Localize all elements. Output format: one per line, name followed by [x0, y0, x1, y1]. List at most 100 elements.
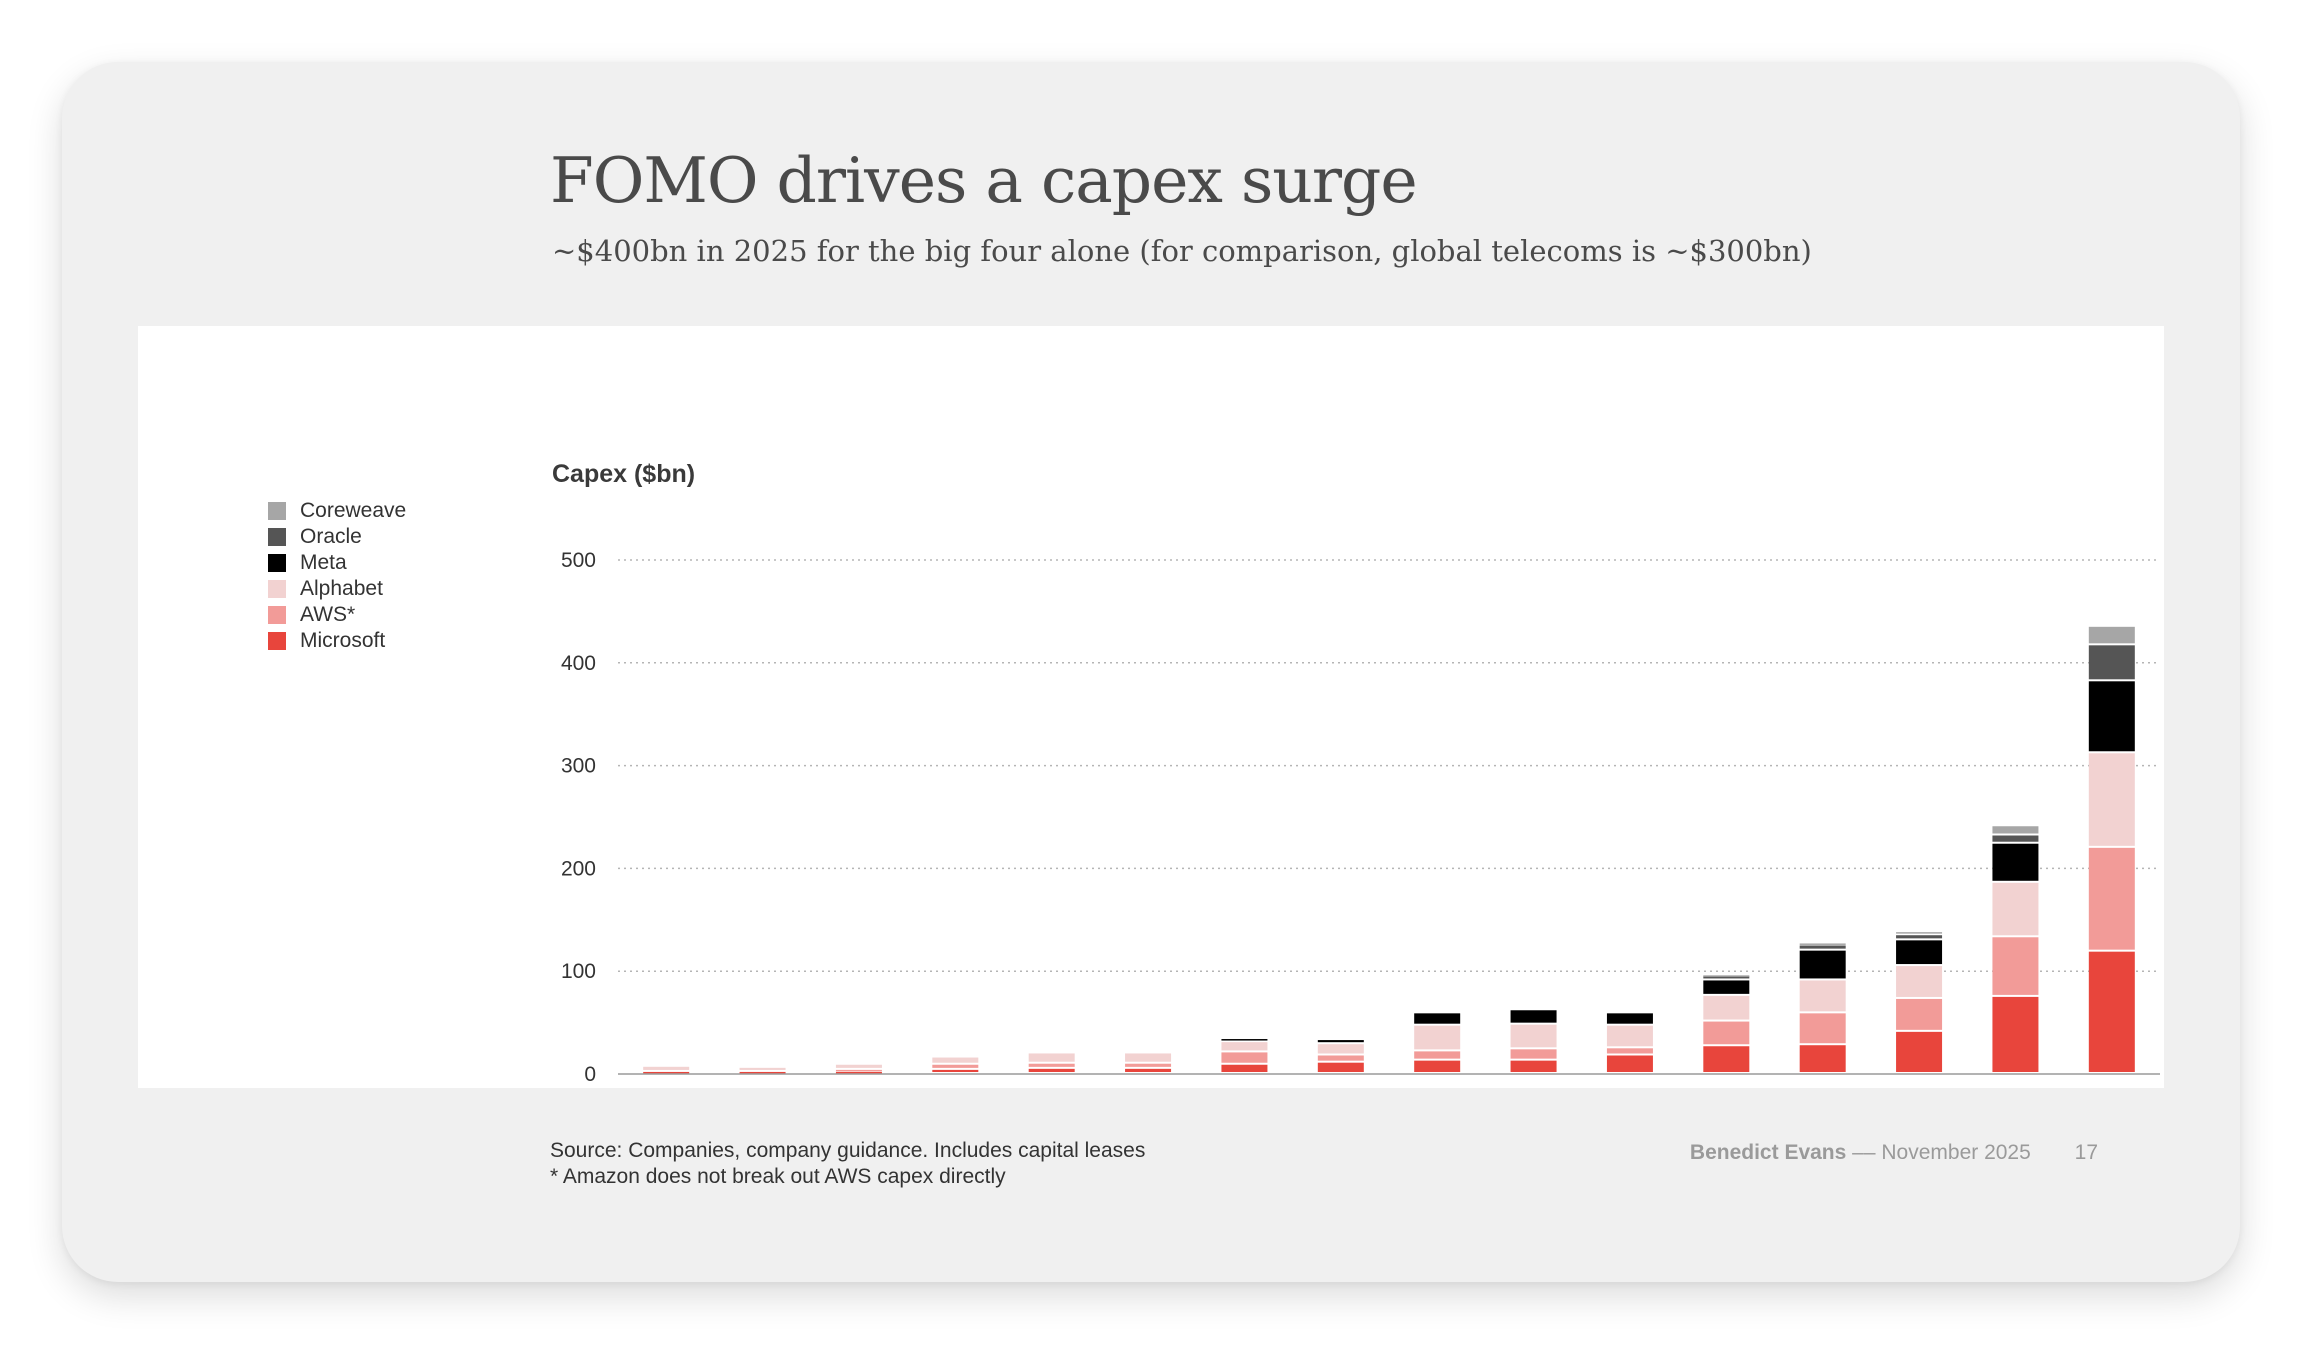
bar-segment — [1992, 826, 2039, 834]
y-tick-label: 200 — [561, 857, 596, 880]
bar-segment — [1414, 1025, 1461, 1050]
bar-segment — [1414, 1060, 1461, 1072]
bar-segment — [1221, 1052, 1268, 1063]
bar-segment — [643, 1066, 690, 1070]
bar-segment — [1896, 935, 1943, 939]
bar-segment — [1992, 996, 2039, 1072]
y-axis-label: Capex ($bn) — [552, 460, 696, 488]
legend-item: Alphabet — [268, 576, 406, 602]
legend-swatch — [268, 554, 286, 572]
bar-segment — [1414, 1051, 1461, 1059]
legend-swatch — [268, 502, 286, 520]
bar-segment — [2088, 681, 2135, 752]
bar-segment — [1992, 835, 2039, 842]
legend-swatch — [268, 632, 286, 650]
bar-segment — [1414, 1013, 1461, 1024]
aws-footnote: * Amazon does not break out AWS capex di… — [550, 1165, 1006, 1188]
legend-label: Alphabet — [300, 577, 383, 600]
legend-item: Coreweave — [268, 498, 406, 524]
bar-segment — [835, 1064, 882, 1068]
legend-item: Meta — [268, 550, 406, 576]
bar-segment — [1606, 1013, 1653, 1024]
bar-segment — [932, 1057, 979, 1063]
bar-segment — [1703, 975, 1750, 977]
bar-segment — [1799, 950, 1846, 979]
bar-segment — [1028, 1063, 1075, 1067]
legend-swatch — [268, 580, 286, 598]
bar-segment — [1992, 843, 2039, 881]
legend-label: Oracle — [300, 525, 362, 548]
legend-label: Coreweave — [300, 499, 407, 522]
chart-legend: Coreweave Oracle Meta Alphabet AWS* Microsoft — [268, 498, 406, 654]
bar-segment — [1896, 966, 1943, 997]
bar-segment — [1896, 998, 1943, 1030]
bar-segment — [1703, 995, 1750, 1020]
page-number: 17 — [2074, 1141, 2098, 1164]
bar-segment — [1221, 1064, 1268, 1072]
bar-segment — [1799, 980, 1846, 1012]
slide-subtitle: ~$400bn in 2025 for the big four alone (… — [552, 234, 1812, 268]
bar-segment — [1510, 1024, 1557, 1048]
bar-segment — [1510, 1060, 1557, 1072]
bar-segment — [1510, 1010, 1557, 1023]
bar-segment — [932, 1064, 979, 1068]
bar-segment — [1317, 1062, 1364, 1072]
bar-segment — [1510, 1049, 1557, 1059]
bar-segment — [1606, 1025, 1653, 1047]
bar-segment — [1992, 937, 2039, 995]
bar-segment — [1028, 1068, 1075, 1072]
bar-segment — [1799, 945, 1846, 949]
bar-segment — [739, 1071, 786, 1074]
bar-segment — [739, 1067, 786, 1070]
bar-segment — [1606, 1048, 1653, 1054]
bar-segment — [1896, 940, 1943, 965]
legend-swatch — [268, 528, 286, 546]
chart-panel: Coreweave Oracle Meta Alphabet AWS* Microsoft… — [138, 326, 2164, 1088]
bar-segment — [1221, 1039, 1268, 1041]
bar-segment — [1896, 1031, 1943, 1072]
slide: FOMO drives a capex surge ~$400bn in 202… — [62, 62, 2240, 1282]
bar-segment — [1703, 1021, 1750, 1045]
author-name: Benedict Evans — [1689, 1141, 1847, 1164]
bar-segment — [2088, 645, 2135, 680]
legend-swatch — [268, 606, 286, 624]
bar-segment — [1799, 943, 1846, 945]
bar-segment — [835, 1069, 882, 1072]
bar-segment — [1125, 1053, 1172, 1062]
legend-label: AWS* — [300, 603, 356, 626]
bar-segment — [643, 1071, 690, 1074]
bar-segment — [1703, 980, 1750, 994]
legend-item: AWS* — [268, 602, 406, 628]
y-tick-label: 0 — [584, 1063, 596, 1086]
bar-segment — [1896, 932, 1943, 934]
bar-segment — [1317, 1044, 1364, 1054]
bar-segment — [1028, 1053, 1075, 1062]
bar-segment — [1317, 1055, 1364, 1061]
legend-item: Oracle — [268, 524, 406, 550]
y-tick-label: 300 — [561, 755, 596, 778]
bar-segment — [1125, 1068, 1172, 1072]
bar-segment — [1799, 1045, 1846, 1072]
slide-footer: Benedict Evans –– November 2025 17 — [1690, 1141, 2098, 1165]
bar-segment — [2088, 951, 2135, 1072]
bar-segment — [1703, 976, 1750, 979]
bar-segment — [1799, 1013, 1846, 1044]
legend-label: Microsoft — [300, 629, 386, 652]
legend-item: Microsoft — [268, 628, 406, 654]
footer-date: November 2025 — [1881, 1141, 2031, 1164]
bar-segment — [2088, 847, 2135, 950]
bar-segment — [1221, 1042, 1268, 1051]
legend-label: Meta — [300, 551, 347, 574]
bar-segment — [1606, 1055, 1653, 1072]
stacked-bar-chart: 0100200300400500201020112012201320142015… — [561, 549, 2160, 1086]
slide-title: FOMO drives a capex surge — [550, 144, 1418, 217]
bar-segment — [835, 1071, 882, 1074]
bar-segment — [932, 1069, 979, 1072]
source-line: Source: Companies, company guidance. Inc… — [550, 1139, 1146, 1162]
y-tick-label: 500 — [561, 549, 596, 572]
y-tick-label: 100 — [561, 960, 596, 983]
bar-segment — [2088, 753, 2135, 846]
bar-segment — [1317, 1040, 1364, 1043]
footer-separator: –– — [1852, 1141, 1876, 1164]
bar-segment — [1703, 1046, 1750, 1072]
